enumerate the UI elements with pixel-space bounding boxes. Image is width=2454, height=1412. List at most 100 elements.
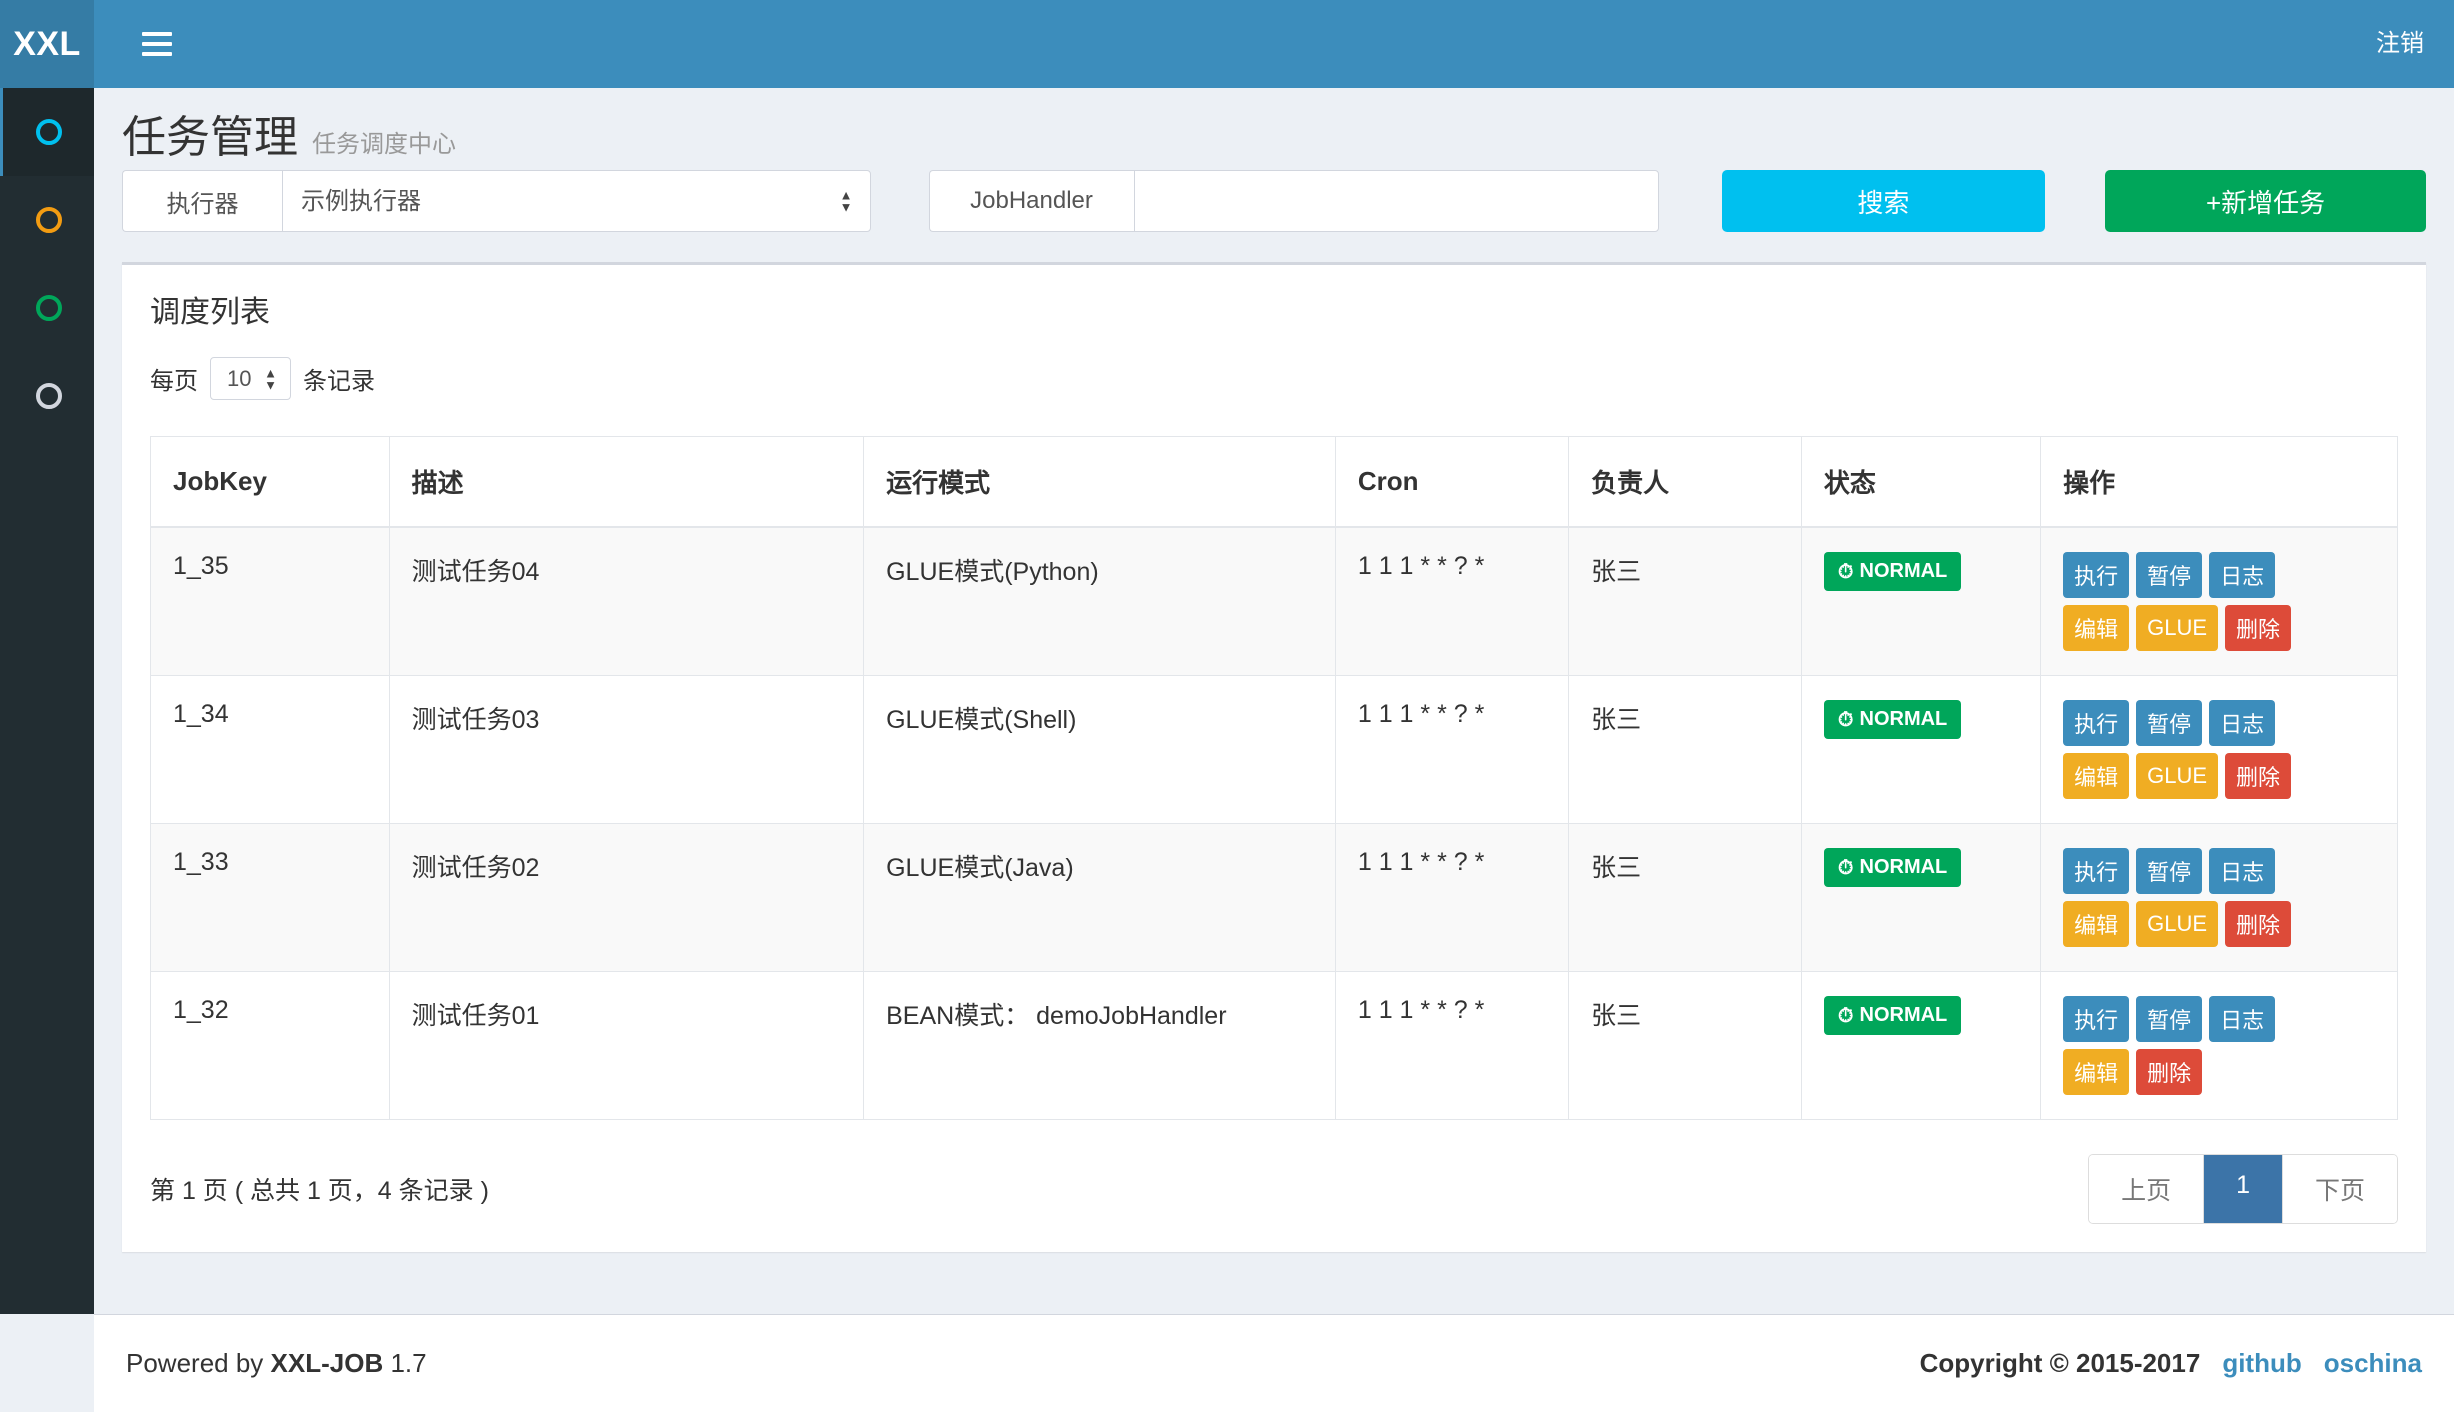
cell-jobkey: 1_34: [150, 675, 390, 824]
op-button-删除[interactable]: 删除: [2225, 605, 2292, 651]
executor-select-wrap: 示例执行器 ▲ ▼: [282, 170, 871, 232]
navbar-right: 注销: [2346, 0, 2454, 88]
cell-cron: 1 1 1 * * ? *: [1334, 526, 1570, 676]
cell-mode: GLUE模式(Shell): [863, 675, 1336, 824]
op-button-日志[interactable]: 日志: [2209, 700, 2276, 746]
op-button-日志[interactable]: 日志: [2209, 552, 2276, 598]
sidebar-item-1[interactable]: [0, 88, 94, 176]
op-button-暂停[interactable]: 暂停: [2136, 848, 2203, 894]
sidebar-item-4[interactable]: [0, 352, 94, 440]
op-button-编辑[interactable]: 编辑: [2063, 605, 2130, 651]
cell-operations: 执行 暂停 日志编辑 删除: [2040, 971, 2398, 1120]
powered-version: 1.7: [383, 1348, 427, 1378]
cell-status: ⏱ NORMAL: [1800, 971, 2042, 1120]
page-length-select[interactable]: 10: [210, 357, 291, 400]
op-button-删除[interactable]: 删除: [2225, 753, 2292, 799]
table-row: 1_35 测试任务04 GLUE模式(Python) 1 1 1 * * ? * 张三 ⏱…: [150, 526, 2398, 676]
cell-cron: 1 1 1 * * ? *: [1334, 675, 1570, 824]
cell-desc: 测试任务04: [388, 526, 865, 676]
op-button-GLUE[interactable]: GLUE: [2136, 605, 2219, 651]
powered-brand: XXL-JOB: [270, 1348, 384, 1378]
op-button-GLUE[interactable]: GLUE: [2136, 901, 2219, 947]
op-button-删除[interactable]: 删除: [2225, 901, 2292, 947]
op-button-删除[interactable]: 删除: [2136, 1049, 2203, 1095]
op-button-日志[interactable]: 日志: [2209, 996, 2276, 1042]
cell-mode: GLUE模式(Java): [863, 823, 1336, 972]
cell-status: ⏱ NORMAL: [1800, 823, 2042, 972]
logout-link[interactable]: 注销: [2376, 30, 2424, 57]
sidebar-item-3[interactable]: [0, 264, 94, 352]
op-button-编辑[interactable]: 编辑: [2063, 753, 2130, 799]
content-header: 任务管理 任务调度中心: [94, 88, 2454, 170]
cell-cron: 1 1 1 * * ? *: [1334, 971, 1570, 1120]
cell-desc: 测试任务03: [388, 675, 865, 824]
op-button-执行[interactable]: 执行: [2063, 996, 2130, 1042]
table-row: 1_33 测试任务02 GLUE模式(Java) 1 1 1 * * ? * 张三 ⏱ NO…: [150, 823, 2398, 972]
page-length-select-wrap: 10 ▲ ▼: [210, 357, 291, 400]
executor-select[interactable]: 示例执行器: [282, 170, 871, 232]
status-badge: ⏱ NORMAL: [1823, 552, 1962, 591]
op-button-执行[interactable]: 执行: [2063, 700, 2130, 746]
executor-filter-group: 执行器 示例执行器 ▲ ▼: [122, 170, 871, 232]
cell-mode: GLUE模式(Python): [863, 526, 1336, 676]
pagination-next[interactable]: 下页: [2282, 1155, 2397, 1223]
op-button-编辑[interactable]: 编辑: [2063, 1049, 2130, 1095]
clock-icon: ⏱: [1837, 560, 1854, 583]
box-title: 调度列表: [150, 296, 270, 329]
jobhandler-input[interactable]: [1133, 170, 1659, 232]
cell-cron: 1 1 1 * * ? *: [1334, 823, 1570, 972]
pagination-page-1[interactable]: 1: [2204, 1155, 2283, 1223]
filter-row: 执行器 示例执行器 ▲ ▼ JobHandler 搜索 +新增任: [122, 170, 2426, 232]
cell-operations: 执行 暂停 日志编辑 GLUE 删除: [2040, 675, 2398, 824]
content-wrapper: 任务管理 任务调度中心 执行器 示例执行器 ▲ ▼: [94, 88, 2454, 1314]
job-table-header-row: JobKey 描述 运行模式 Cron 负责人 状态 操作: [150, 436, 2398, 528]
status-badge: ⏱ NORMAL: [1823, 700, 1962, 739]
footer-right: Copyright © 2015-2017 github oschina: [1920, 1348, 2422, 1379]
table-row: 1_32 测试任务01 BEAN模式： demoJobHandler 1 1 1 * …: [150, 971, 2398, 1120]
cell-jobkey: 1_32: [150, 971, 390, 1120]
col-header-cron: Cron: [1334, 436, 1570, 528]
op-button-编辑[interactable]: 编辑: [2063, 901, 2130, 947]
status-badge: ⏱ NORMAL: [1823, 848, 1962, 887]
powered-by: Powered by XXL-JOB 1.7: [126, 1348, 427, 1379]
page-length-row: 每页 10 ▲ ▼ 条记录: [150, 357, 2398, 400]
cell-desc: 测试任务02: [388, 823, 865, 972]
content: 执行器 示例执行器 ▲ ▼ JobHandler 搜索 +新增任: [94, 170, 2454, 1280]
github-link[interactable]: github: [2222, 1348, 2302, 1378]
box-header: 调度列表: [122, 265, 2426, 339]
status-badge: ⏱ NORMAL: [1823, 996, 1962, 1035]
main-footer: Powered by XXL-JOB 1.7 Copyright © 2015-…: [94, 1314, 2454, 1412]
op-button-执行[interactable]: 执行: [2063, 552, 2130, 598]
cell-status: ⏱ NORMAL: [1800, 675, 2042, 824]
op-button-暂停[interactable]: 暂停: [2136, 996, 2203, 1042]
cell-owner: 张三: [1568, 823, 1802, 972]
copyright-text: Copyright © 2015-2017: [1919, 1348, 2201, 1378]
app-logo[interactable]: XXL: [0, 0, 94, 88]
col-header-desc: 描述: [388, 436, 865, 528]
search-button[interactable]: 搜索: [1721, 170, 2046, 232]
job-table-head: JobKey 描述 运行模式 Cron 负责人 状态 操作: [150, 436, 2398, 528]
sidebar-item-2[interactable]: [0, 176, 94, 264]
col-header-status: 状态: [1800, 436, 2042, 528]
cell-owner: 张三: [1568, 675, 1802, 824]
main-header: XXL 注销: [0, 0, 2454, 88]
op-button-暂停[interactable]: 暂停: [2136, 552, 2203, 598]
status-text: NORMAL: [1859, 708, 1948, 730]
oschina-link[interactable]: oschina: [2323, 1348, 2422, 1378]
op-button-执行[interactable]: 执行: [2063, 848, 2130, 894]
executor-label: 执行器: [122, 170, 282, 232]
pagination-prev[interactable]: 上页: [2089, 1155, 2205, 1223]
add-job-button[interactable]: +新增任务: [2105, 170, 2426, 232]
box-body: 每页 10 ▲ ▼ 条记录: [122, 339, 2426, 1252]
page-title: 任务管理: [122, 113, 298, 162]
operation-button-group: 执行 暂停 日志编辑 GLUE 删除: [2063, 552, 2323, 651]
sidebar-toggle-button[interactable]: [122, 0, 192, 88]
operation-button-group: 执行 暂停 日志编辑 GLUE 删除: [2063, 700, 2323, 799]
powered-prefix: Powered by: [126, 1348, 271, 1378]
op-button-暂停[interactable]: 暂停: [2136, 700, 2203, 746]
operation-button-group: 执行 暂停 日志编辑 GLUE 删除: [2063, 848, 2323, 947]
cell-owner: 张三: [1568, 971, 1802, 1120]
op-button-日志[interactable]: 日志: [2209, 848, 2276, 894]
op-button-GLUE[interactable]: GLUE: [2136, 753, 2219, 799]
